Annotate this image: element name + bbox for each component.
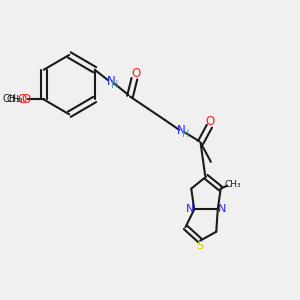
Text: S: S xyxy=(196,241,204,251)
Text: H: H xyxy=(182,129,189,139)
Text: O: O xyxy=(206,115,214,128)
Text: CH₃: CH₃ xyxy=(6,95,23,104)
Text: CH₃: CH₃ xyxy=(225,180,241,189)
Text: O: O xyxy=(17,93,26,106)
Text: H: H xyxy=(111,80,119,90)
Text: N: N xyxy=(218,204,226,214)
Text: N: N xyxy=(106,75,115,88)
Text: O: O xyxy=(22,93,31,106)
Text: N: N xyxy=(186,204,194,214)
Text: CH₃: CH₃ xyxy=(3,94,21,104)
Text: O: O xyxy=(131,67,140,80)
Text: N: N xyxy=(177,124,186,137)
